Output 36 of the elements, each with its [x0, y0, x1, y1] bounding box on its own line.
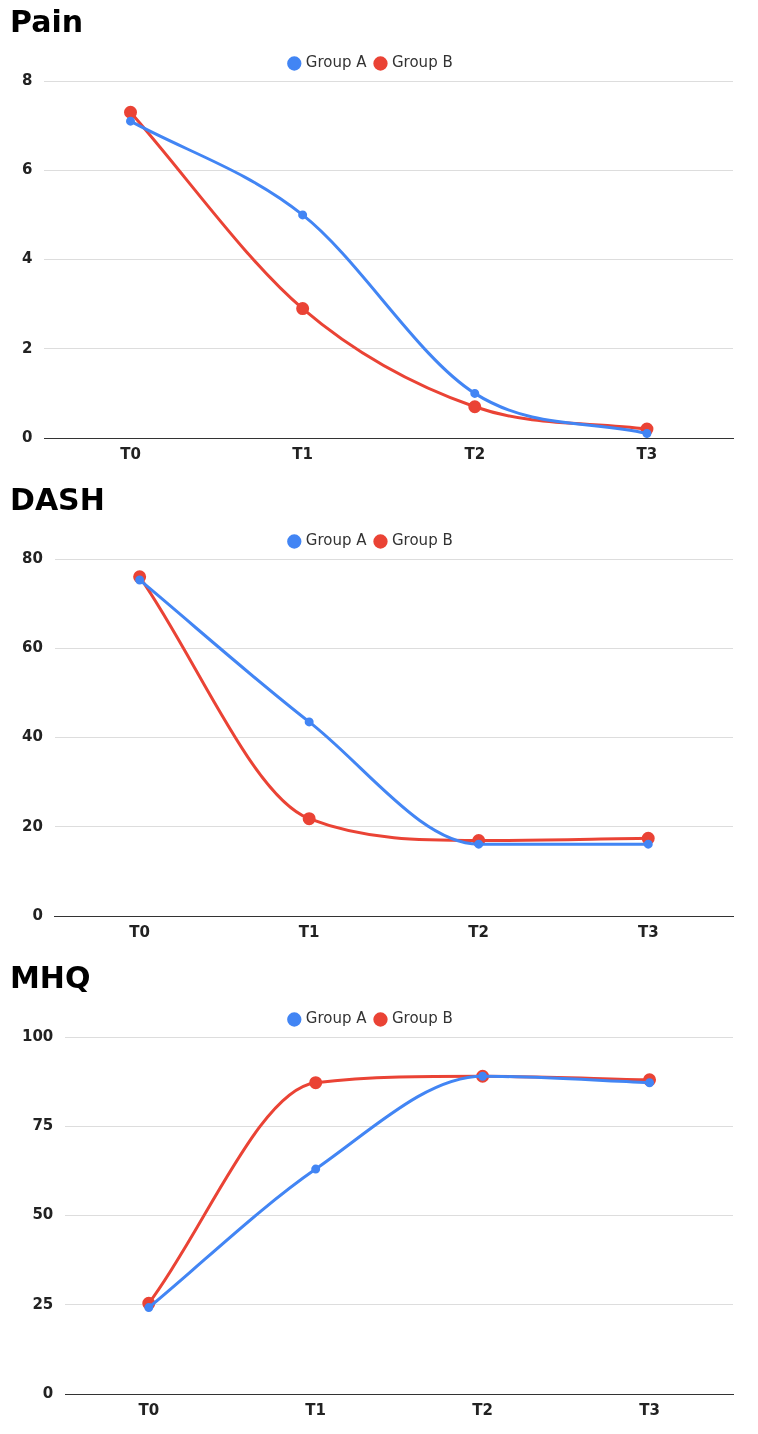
- y-tick-label: 25: [32, 1294, 54, 1313]
- x-tick-label: T0: [129, 922, 150, 941]
- x-tick-label: T2: [464, 444, 486, 463]
- y-tick-label: 2: [22, 338, 33, 357]
- legend-label: Group B: [391, 53, 453, 72]
- x-tick-label: T2: [472, 1400, 493, 1419]
- x-tick-label: T3: [636, 444, 658, 463]
- y-tick-label: 0: [42, 1383, 54, 1402]
- y-tick-label: 50: [32, 1205, 54, 1224]
- y-tick-label: 6: [22, 160, 33, 179]
- legend-label: Group B: [391, 531, 453, 550]
- x-tick-label: T0: [120, 444, 141, 463]
- y-tick-label: 60: [22, 638, 43, 657]
- chart-title: DASH: [10, 481, 105, 517]
- x-tick-label: T1: [298, 922, 320, 941]
- y-tick-label: 75: [32, 1116, 54, 1135]
- y-tick-label: 4: [22, 249, 33, 268]
- legend-label: Group A: [305, 53, 368, 72]
- x-tick-label: T1: [292, 444, 313, 463]
- y-tick-label: 20: [22, 816, 43, 835]
- y-tick-label: 0: [22, 427, 33, 446]
- x-tick-label: T3: [639, 1400, 660, 1419]
- y-tick-label: 0: [32, 905, 43, 924]
- y-tick-label: 8: [22, 70, 33, 89]
- x-tick-label: T1: [305, 1400, 327, 1419]
- y-tick-label: 100: [22, 1026, 54, 1045]
- chart-title: MHQ: [10, 959, 91, 995]
- legend-label: Group B: [391, 1009, 453, 1028]
- y-tick-label: 40: [22, 727, 43, 746]
- x-tick-label: T2: [468, 922, 490, 941]
- y-tick-label: 80: [22, 548, 43, 567]
- legend-label: Group A: [305, 1009, 368, 1028]
- x-tick-label: T3: [637, 922, 659, 941]
- x-tick-label: T0: [138, 1400, 160, 1419]
- chart-title: Pain: [10, 3, 84, 39]
- legend-label: Group A: [305, 531, 368, 550]
